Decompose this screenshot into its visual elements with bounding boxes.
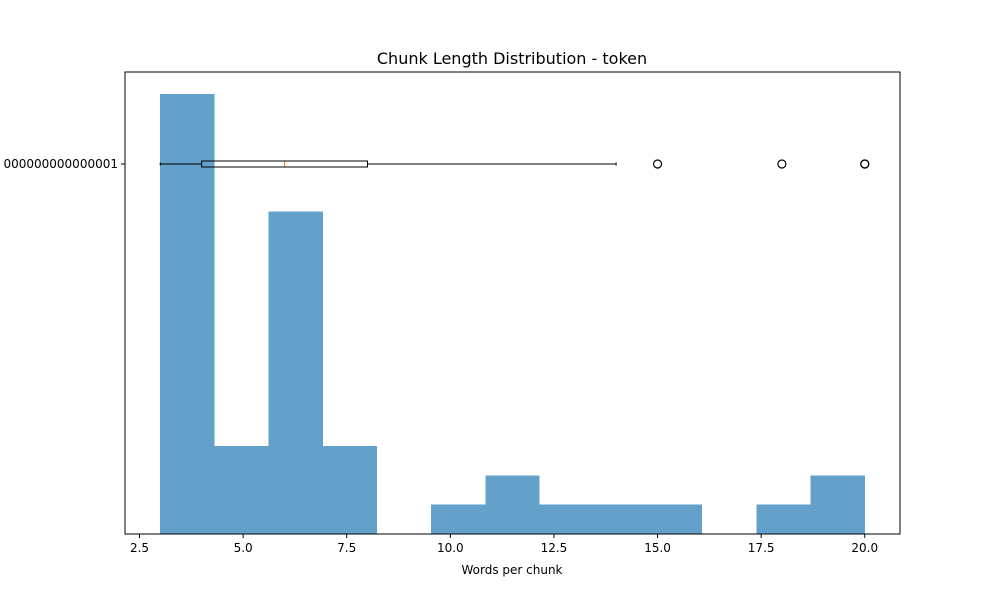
histogram-bar [214,446,269,534]
boxplot-box [201,160,368,168]
x-tick-label: 5.0 [234,541,253,555]
histogram-bar [322,446,378,534]
histogram-bar [539,504,594,534]
histogram-bar [593,504,648,534]
x-tick-label: 15.0 [644,541,671,555]
boxplot-outlier [652,159,663,169]
x-tick-label: 7.5 [337,541,356,555]
x-tick-label: 10.0 [437,541,464,555]
histogram-bars [160,94,865,535]
histogram-bar [810,475,865,534]
y-axis: 000000000000001 [3,157,125,171]
x-tick-label: 12.5 [541,541,568,555]
chart-title: Chunk Length Distribution - token [377,49,647,68]
x-axis-label: Words per chunk [461,563,562,577]
y-tick-label: 000000000000001 [3,157,118,171]
histogram-bar [756,504,811,534]
x-tick-label: 20.0 [851,541,878,555]
plot-frame [124,71,901,535]
boxplot-outlier [860,159,870,169]
histogram-bar [647,504,703,534]
histogram-bar [160,94,215,534]
x-tick-label: 2.5 [130,541,149,555]
boxplot-outlier [777,159,787,169]
x-axis: 2.5 5.0 7.5 10.0 12.5 15.0 17.5 20.0 [130,534,878,555]
histogram-bar [485,475,540,534]
histogram-bar [268,211,323,535]
boxplot [159,159,870,169]
x-tick-label: 17.5 [748,541,775,555]
histogram-bar [431,504,486,534]
